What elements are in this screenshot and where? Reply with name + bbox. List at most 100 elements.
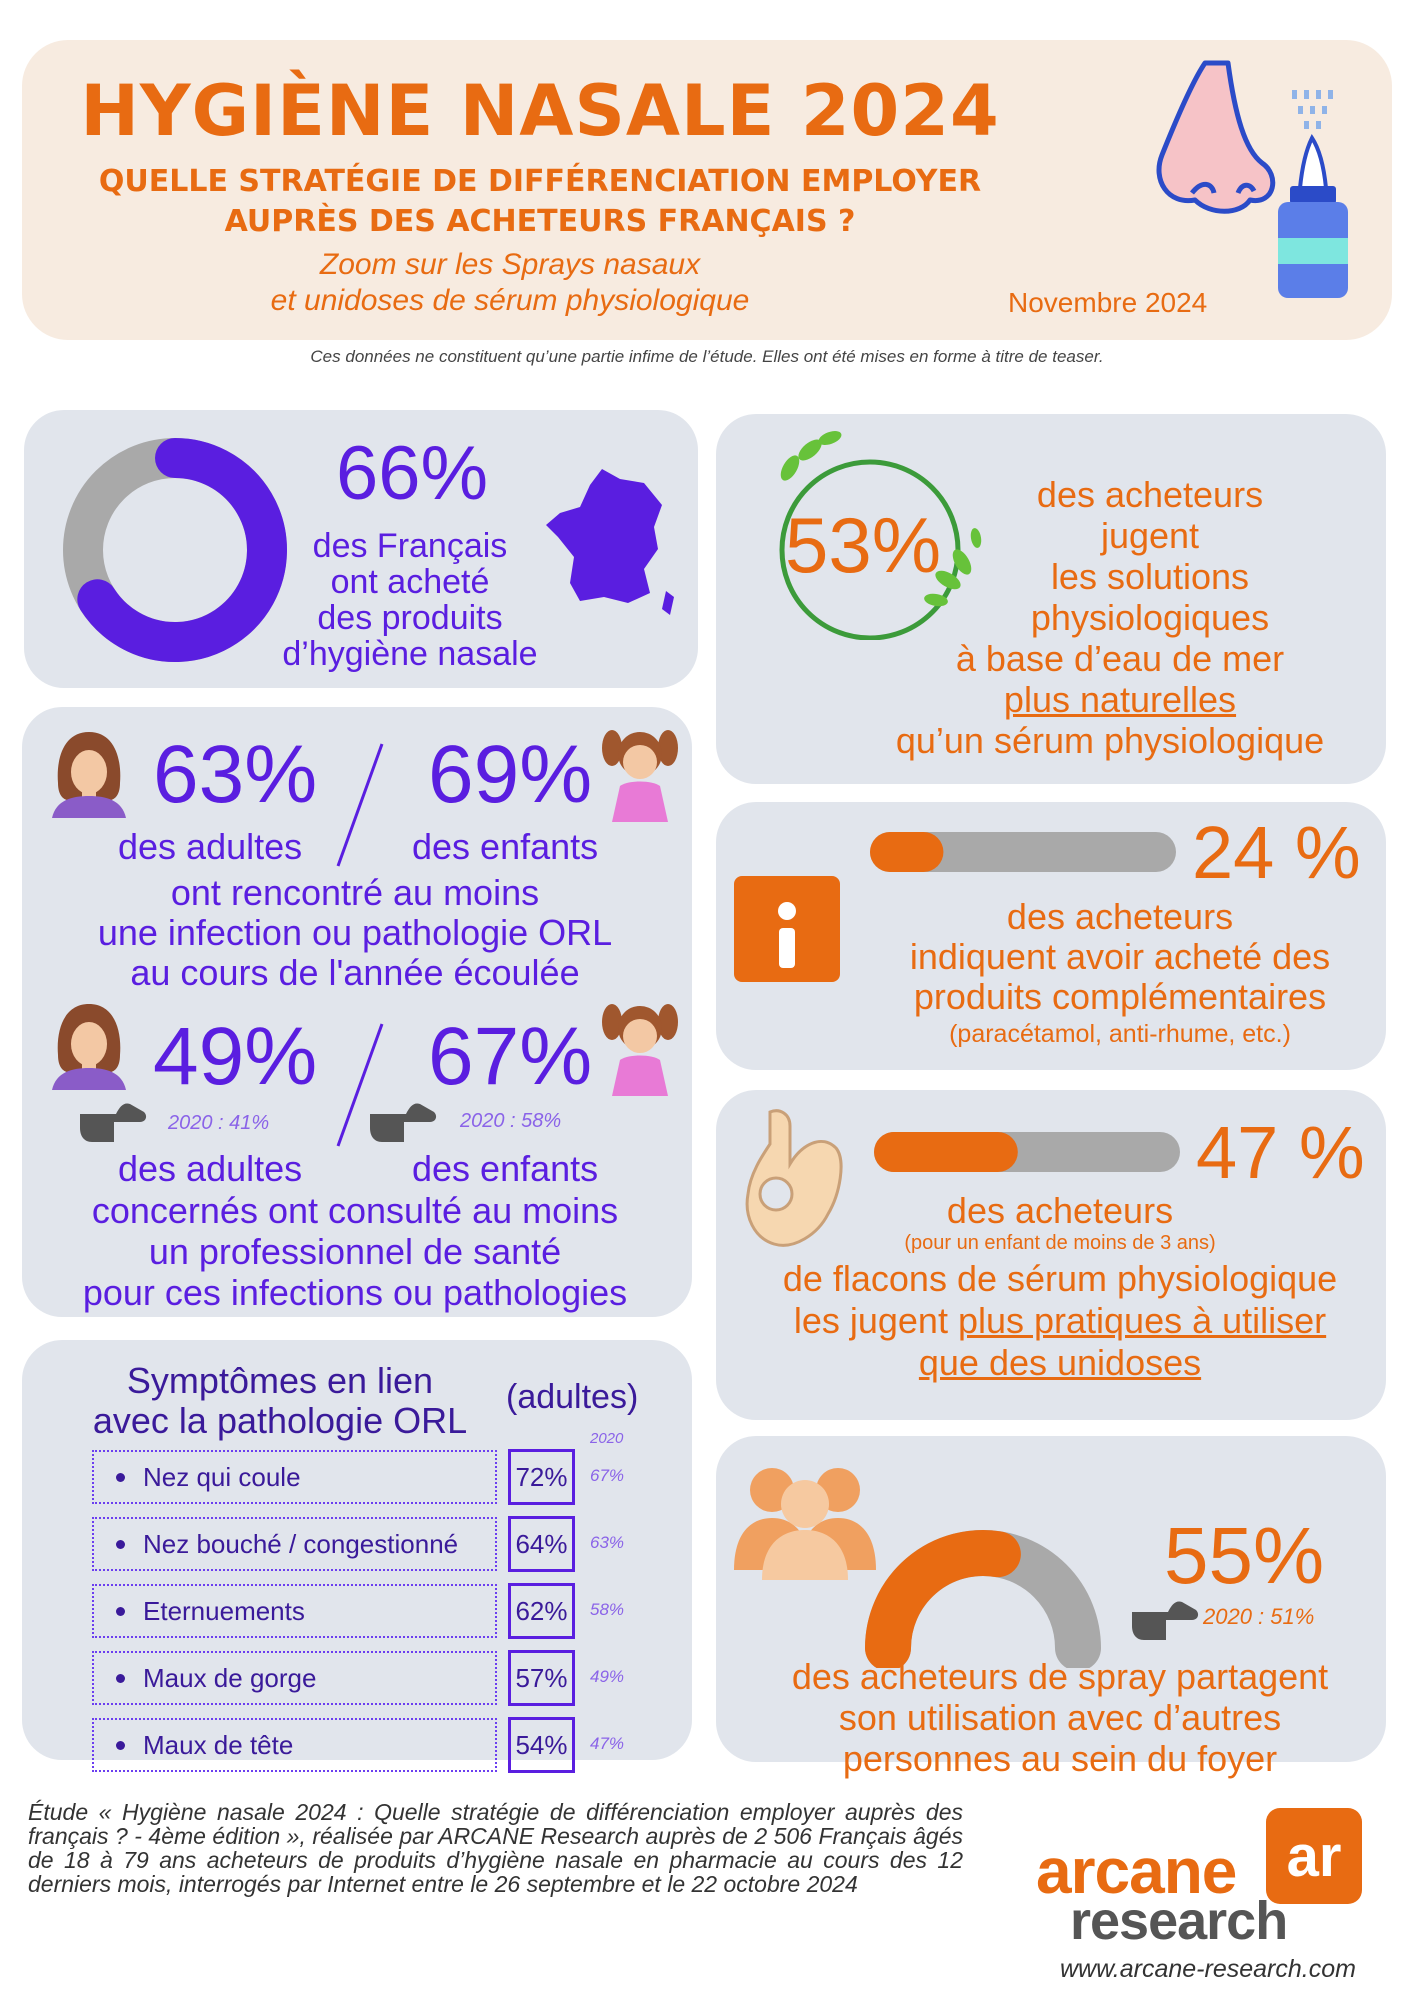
france-map-icon bbox=[546, 469, 674, 615]
stat-sharing-prev: 2020 : 51% bbox=[1203, 1604, 1315, 1629]
symptom-row: Nez bouché / congestionné bbox=[92, 1517, 497, 1571]
stat-natural-line7: qu’un sérum physiologique bbox=[895, 720, 1325, 761]
infections-line3: au cours de l'année écoulée bbox=[130, 952, 580, 993]
stat-practical-line4a: les jugent bbox=[793, 1300, 958, 1341]
zoom-line1: Zoom sur les Sprays nasaux bbox=[319, 248, 701, 281]
page-subtitle-line1: QUELLE STRATÉGIE DE DIFFÉRENCIATION EMPL… bbox=[98, 164, 982, 199]
symptom-label: Nez bouché / congestionné bbox=[143, 1528, 459, 1559]
stat-french-line4: d’hygiène nasale bbox=[282, 635, 538, 673]
symptom-row: Nez qui coule bbox=[92, 1450, 497, 1504]
panel-symptoms bbox=[22, 1340, 692, 1760]
leaf-wreath-icon bbox=[779, 431, 982, 640]
stat-practical-line4: les jugent plus pratiques à utiliser bbox=[740, 1300, 1380, 1342]
stat-complementary-line1: des acheteurs bbox=[1006, 896, 1234, 937]
stat-natural-line3: les solutions bbox=[1050, 556, 1250, 597]
stat-practical-value: 47 % bbox=[1196, 1111, 1365, 1194]
progress-bar-47 bbox=[874, 1132, 1180, 1172]
progress-fill-24 bbox=[870, 832, 944, 872]
semi-gauge-chart bbox=[865, 1530, 1101, 1668]
consult-line3: pour ces infections ou pathologies bbox=[82, 1272, 628, 1313]
zoom-line2: et unidoses de sérum physiologique bbox=[270, 284, 750, 317]
consult-children-label: des enfants bbox=[412, 1148, 599, 1189]
disclaimer: Ces données ne constituent qu’une partie… bbox=[310, 347, 1104, 366]
stat-sharing-line1: des acheteurs de spray partagent bbox=[791, 1656, 1329, 1697]
page-subtitle-line2: AUPRÈS DES ACHETEURS FRANÇAIS ? bbox=[224, 204, 856, 239]
people-group-icon bbox=[734, 1468, 876, 1580]
stat-natural-line6: plus naturelles bbox=[1003, 679, 1237, 720]
symptom-row: Eternuements bbox=[92, 1584, 497, 1638]
stat-natural-line5: à base d’eau de mer bbox=[955, 638, 1285, 679]
infections-line2: une infection ou pathologie ORL bbox=[97, 912, 613, 953]
woman-icon bbox=[52, 1004, 126, 1090]
symptom-prev: 63% bbox=[590, 1533, 625, 1552]
stat-natural-line2: jugent bbox=[1100, 515, 1200, 556]
pointing-hand-icon bbox=[1132, 1601, 1199, 1640]
symptom-row: Maux de gorge bbox=[92, 1651, 497, 1705]
stat-natural-line1: des acheteurs bbox=[1036, 474, 1264, 515]
symptom-prev: 58% bbox=[590, 1600, 625, 1619]
website-link[interactable]: www.arcane-research.com bbox=[1060, 1955, 1356, 1983]
infections-children-value: 69% bbox=[428, 729, 593, 820]
logo-word-research: research bbox=[1070, 1891, 1288, 1951]
stat-natural-line4: physiologiques bbox=[1030, 597, 1270, 638]
separator-slash-1 bbox=[336, 743, 384, 867]
stat-practical-line4b: plus pratiques à utiliser bbox=[957, 1300, 1327, 1341]
gauge-arc-55 bbox=[865, 1530, 1021, 1668]
consult-adults-label: des adultes bbox=[118, 1148, 303, 1189]
infections-line1: ont rencontré au moins bbox=[170, 872, 540, 913]
ok-hand-icon bbox=[745, 1109, 843, 1247]
pointing-hand-icon bbox=[370, 1103, 437, 1142]
symptom-value: 54% bbox=[508, 1717, 575, 1773]
stat-sharing-line3: personnes au sein du foyer bbox=[842, 1738, 1278, 1779]
separator-slash-2 bbox=[336, 1023, 384, 1147]
symptoms-qualifier: (adultes) bbox=[506, 1378, 639, 1416]
progress-bar-24 bbox=[870, 832, 1176, 872]
publication-date: Novembre 2024 bbox=[1008, 287, 1208, 318]
donut-arc-66 bbox=[77, 438, 287, 662]
infections-adults-label: des adultes bbox=[118, 826, 303, 867]
symptom-label: Maux de tête bbox=[143, 1729, 294, 1760]
nose-icon bbox=[1156, 60, 1276, 214]
logo-word-arcane: arcane bbox=[1036, 1835, 1237, 1907]
stat-french-line1: des Français bbox=[312, 527, 508, 565]
stat-complementary-line3: produits complémentaires bbox=[913, 976, 1327, 1017]
info-icon bbox=[734, 876, 840, 982]
stat-sharing-line2: son utilisation avec d’autres bbox=[838, 1697, 1282, 1738]
consult-adults-prev: 2020 : 41% bbox=[168, 1112, 270, 1134]
symptom-value: 72% bbox=[508, 1449, 575, 1505]
symptom-value: 62% bbox=[508, 1583, 575, 1639]
symptoms-title-line1: Symptômes en lien bbox=[126, 1360, 434, 1401]
stat-complementary-line4: (paracétamol, anti-rhume, etc.) bbox=[949, 1020, 1291, 1048]
stat-practical-line1: des acheteurs bbox=[946, 1190, 1174, 1231]
symptom-value: 64% bbox=[508, 1516, 575, 1572]
consult-children-prev: 2020 : 58% bbox=[460, 1110, 562, 1132]
girl-icon bbox=[602, 1004, 678, 1096]
symptom-prev: 67% bbox=[590, 1466, 625, 1485]
consult-adults-value: 49% bbox=[153, 1011, 318, 1102]
infections-adults-value: 63% bbox=[153, 729, 318, 820]
symptom-label: Eternuements bbox=[143, 1595, 305, 1626]
consult-line1: concernés ont consulté au moins bbox=[91, 1190, 619, 1231]
symptom-prev: 47% bbox=[590, 1734, 625, 1753]
stat-practical-line2: (pour un enfant de moins de 3 ans) bbox=[904, 1232, 1216, 1254]
stat-practical-line5: que des unidoses bbox=[918, 1342, 1202, 1383]
symptom-label: Nez qui coule bbox=[143, 1461, 301, 1492]
page-title: HYGIÈNE NASALE 2024 bbox=[80, 70, 1000, 152]
stat-sharing-value: 55% bbox=[1164, 1511, 1325, 1600]
study-description: Étude « Hygiène nasale 2024 : Quelle str… bbox=[28, 1799, 963, 1897]
infections-children-label: des enfants bbox=[412, 826, 599, 867]
consult-children-value: 67% bbox=[428, 1011, 593, 1102]
symptom-row: Maux de tête bbox=[92, 1718, 497, 1772]
donut-chart bbox=[63, 438, 287, 662]
symptom-value: 57% bbox=[508, 1650, 575, 1706]
panel-orl-infections bbox=[22, 707, 692, 1317]
symptoms-year-header: 2020 bbox=[590, 1430, 624, 1447]
progress-fill-47 bbox=[874, 1132, 1018, 1172]
pointing-hand-icon bbox=[80, 1103, 147, 1142]
symptom-prev: 49% bbox=[590, 1667, 625, 1686]
stat-french-line3: des produits bbox=[317, 599, 503, 637]
symptom-label: Maux de gorge bbox=[143, 1662, 317, 1693]
symptoms-title-line2: avec la pathologie ORL bbox=[92, 1400, 468, 1441]
nasal-spray-icon bbox=[1278, 90, 1348, 298]
stat-practical-line3: de flacons de sérum physiologique bbox=[782, 1258, 1338, 1299]
